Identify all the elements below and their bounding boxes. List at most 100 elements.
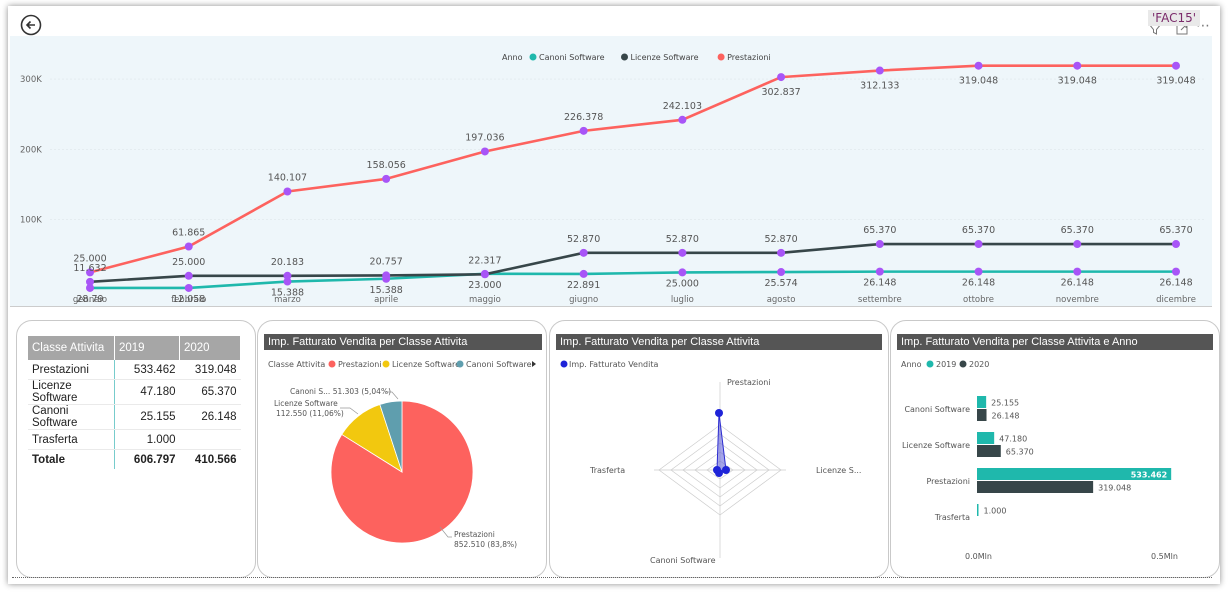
back-arrow-icon[interactable] xyxy=(20,14,42,36)
bar-category-label: Licenze Software xyxy=(902,441,970,450)
line-point[interactable] xyxy=(1073,240,1082,249)
bar-2019-prestazioni[interactable] xyxy=(977,468,1172,480)
line-legend-item: Canoni Software xyxy=(539,53,605,62)
line-point[interactable] xyxy=(875,267,884,276)
line-chart-legend: Anno Canoni Software Licenze Software Prest… xyxy=(502,53,771,62)
line-data-label: 26.148 xyxy=(962,278,995,289)
cell-2020: 65.370 xyxy=(179,379,241,405)
pie-slice-canoni-software[interactable] xyxy=(379,400,403,473)
line-data-label: 26.148 xyxy=(1061,278,1094,289)
bar-data-label: 533.462 xyxy=(1131,471,1167,480)
line-point[interactable] xyxy=(184,271,193,280)
line-point[interactable] xyxy=(86,283,94,292)
line-point[interactable] xyxy=(974,240,983,249)
matrix-header-class[interactable]: Classe Attivita xyxy=(28,336,115,360)
pie-legend-canoni: Canoni Software xyxy=(466,360,532,369)
line-data-label: 22.891 xyxy=(567,280,600,291)
line-point[interactable] xyxy=(1172,61,1180,70)
line-chart-grid xyxy=(50,78,1205,220)
line-data-label: 15.388 xyxy=(271,288,304,299)
x-tick-label: agosto xyxy=(767,295,796,305)
line-data-label: 197.036 xyxy=(465,132,504,143)
line-point[interactable] xyxy=(678,268,687,277)
bar-2019-trasferta[interactable] xyxy=(977,504,979,516)
line-point[interactable] xyxy=(184,283,193,292)
legend-next-icon[interactable] xyxy=(532,361,536,367)
line-point[interactable] xyxy=(974,61,983,70)
line-point[interactable] xyxy=(283,271,292,280)
line-point[interactable] xyxy=(579,269,588,278)
line-data-label: 65.370 xyxy=(1159,225,1192,236)
line-data-label: 319.048 xyxy=(1156,76,1195,87)
x-tick-label: marzo xyxy=(274,295,301,305)
line-legend-item: Prestazioni xyxy=(727,53,771,62)
line-point[interactable] xyxy=(579,248,588,257)
page-tag: 'FAC15' xyxy=(1148,10,1201,26)
line-point[interactable] xyxy=(678,115,687,124)
line-series-prestazioni xyxy=(89,64,1176,274)
line-data-label: 319.048 xyxy=(959,76,998,87)
line-point[interactable] xyxy=(777,268,786,277)
line-data-label: 23.000 xyxy=(468,280,501,291)
line-chart: Anno Canoni Software Licenze Software Prest… xyxy=(20,53,1205,305)
line-point[interactable] xyxy=(382,174,391,183)
bar-2019-licenze-software[interactable] xyxy=(977,432,995,444)
bar-2020-prestazioni[interactable] xyxy=(977,481,1094,493)
cell-2019: 533.462 xyxy=(114,360,180,380)
y-tick-label: 300K xyxy=(20,75,42,85)
pie-label-prestazioni-value: 852.510 (83,8%) xyxy=(454,540,517,549)
line-point[interactable] xyxy=(579,126,588,135)
line-point[interactable] xyxy=(1073,267,1082,276)
row-label: Licenze Software xyxy=(28,379,115,405)
pie-label-licenze-value: 112.550 (11,06%) xyxy=(276,409,344,418)
matrix-header-2019[interactable]: 2019 xyxy=(114,336,180,360)
line-chart-panel xyxy=(10,36,1212,306)
pie-label-licenze-name: Licenze Software xyxy=(274,399,338,408)
line-data-label: 20.757 xyxy=(370,256,403,267)
x-tick-label: dicembre xyxy=(1156,295,1196,305)
line-data-label: 12.058 xyxy=(172,294,205,305)
pie-slices xyxy=(330,400,474,544)
bar-data-label: 1.000 xyxy=(984,507,1007,516)
line-point[interactable] xyxy=(777,248,786,257)
line-data-label: 242.103 xyxy=(663,101,702,112)
line-point[interactable] xyxy=(283,277,292,286)
line-point[interactable] xyxy=(1172,267,1180,276)
line-point[interactable] xyxy=(184,242,193,251)
radar-axis-canoni: Canoni Software xyxy=(650,556,716,565)
line-point[interactable] xyxy=(382,271,391,280)
bar-2020-licenze-software[interactable] xyxy=(977,445,1001,457)
row-label: Trasferta xyxy=(28,429,115,450)
x-tick-label: giugno xyxy=(569,295,598,305)
table-row: Canoni Software 25.155 26.148 xyxy=(28,404,241,430)
matrix-header-2020[interactable]: 2020 xyxy=(179,336,241,360)
cell-2020 xyxy=(179,429,241,450)
bar-card xyxy=(890,320,1220,578)
line-chart-y-axis: 100K 200K 300K xyxy=(20,75,42,226)
line-point[interactable] xyxy=(86,268,94,277)
bar-2019-canoni-software[interactable] xyxy=(977,396,987,408)
cell-2019: 47.180 xyxy=(114,379,180,405)
line-data-label: 25.000 xyxy=(172,257,205,268)
bar-2020-canoni-software[interactable] xyxy=(977,409,987,421)
line-point[interactable] xyxy=(875,240,884,249)
line-data-label: 25.574 xyxy=(764,278,797,289)
line-data-label: 52.870 xyxy=(567,234,600,245)
line-point[interactable] xyxy=(678,248,687,257)
line-point[interactable] xyxy=(283,187,292,196)
line-data-label: 22.317 xyxy=(468,255,501,266)
line-point[interactable] xyxy=(86,277,94,286)
line-legend-swatch xyxy=(529,53,537,61)
line-point[interactable] xyxy=(974,267,983,276)
line-point[interactable] xyxy=(480,270,489,279)
pie-legend-prestazioni: Prestazioni xyxy=(338,360,382,369)
line-point[interactable] xyxy=(1172,240,1180,249)
total-row: Totale 606.797 410.566 xyxy=(28,449,241,469)
x-tick-label: novembre xyxy=(1056,295,1099,305)
line-point[interactable] xyxy=(1073,61,1082,70)
bar-chart: Anno 2019 2020 Canoni Software 25.155 26.1… xyxy=(901,360,1178,561)
line-point[interactable] xyxy=(480,147,489,156)
line-point[interactable] xyxy=(875,66,884,75)
line-point[interactable] xyxy=(777,73,786,82)
bar-data-label: 25.155 xyxy=(991,399,1019,408)
